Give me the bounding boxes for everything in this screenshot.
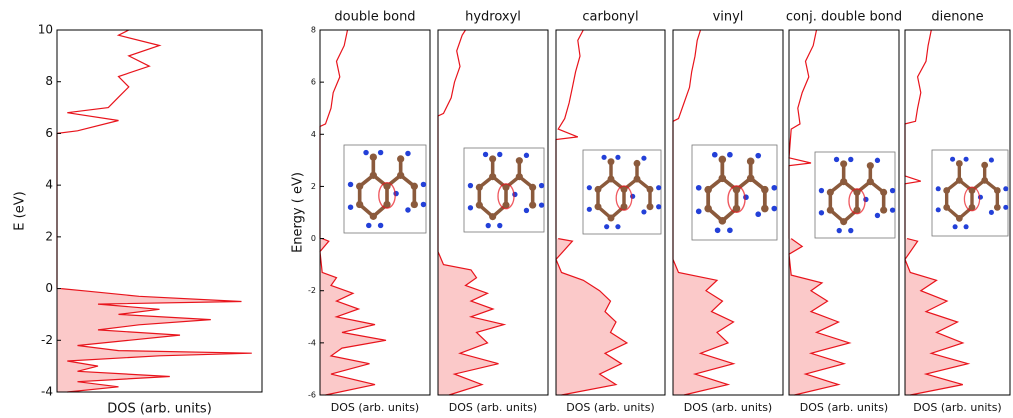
- x-axis-label: DOS (arb. units): [107, 402, 212, 417]
- dos-area: [556, 239, 627, 395]
- dos-line: [57, 30, 160, 289]
- x-axis-label: DOS (arb. units): [331, 401, 419, 414]
- dos-area: [320, 239, 386, 395]
- y-tick-label: -2: [308, 286, 316, 295]
- dos-line: [905, 30, 931, 239]
- panel-title: dienone: [931, 10, 983, 25]
- dos-line: [789, 30, 817, 239]
- dos-line: [438, 30, 466, 239]
- x-axis-label: DOS (arb. units): [684, 401, 772, 414]
- y-tick-label: -4: [41, 385, 53, 399]
- figure: -4 -2 0 2 4 6 8 10 DOS (arb. units) E (eV) -6 -4 -2 0…: [0, 0, 1013, 418]
- y-tick-label: 10: [38, 23, 53, 37]
- y-tick-label: 6: [311, 78, 316, 87]
- y-tick-label: 0: [45, 281, 53, 295]
- x-axis-label: DOS (arb. units): [913, 401, 1001, 414]
- y-tick-label: 6: [45, 126, 53, 140]
- panel-title: carbonyl: [582, 10, 638, 25]
- y-tick-label: 2: [311, 182, 316, 191]
- y-tick-label: 2: [45, 229, 53, 243]
- dos-area: [789, 239, 850, 395]
- y-tick-label: 0: [311, 234, 316, 243]
- panel-title: double bond: [334, 10, 415, 25]
- panel-title: conj. double bond: [786, 10, 902, 25]
- y-tick-label: -6: [308, 391, 316, 400]
- x-axis-label: DOS (arb. units): [449, 401, 537, 414]
- y-tick-label: 8: [45, 74, 53, 88]
- x-axis-label: DOS (arb. units): [566, 401, 654, 414]
- y-tick-label: 4: [45, 178, 53, 192]
- y-axis-label: Energy ( eV): [291, 172, 306, 253]
- y-tick-label: -4: [308, 338, 316, 347]
- y-tick-label: 8: [311, 26, 316, 35]
- dos-line: [556, 30, 583, 239]
- x-axis-label: DOS (arb. units): [800, 401, 888, 414]
- y-tick-label: 4: [311, 130, 316, 139]
- y-axis-label: E (eV): [13, 191, 28, 230]
- dos-area: [57, 289, 252, 392]
- panel-title: vinyl: [713, 10, 744, 25]
- panel-title: hydroxyl: [465, 10, 521, 25]
- y-tick-label: -2: [41, 333, 53, 347]
- dos-line: [320, 30, 348, 239]
